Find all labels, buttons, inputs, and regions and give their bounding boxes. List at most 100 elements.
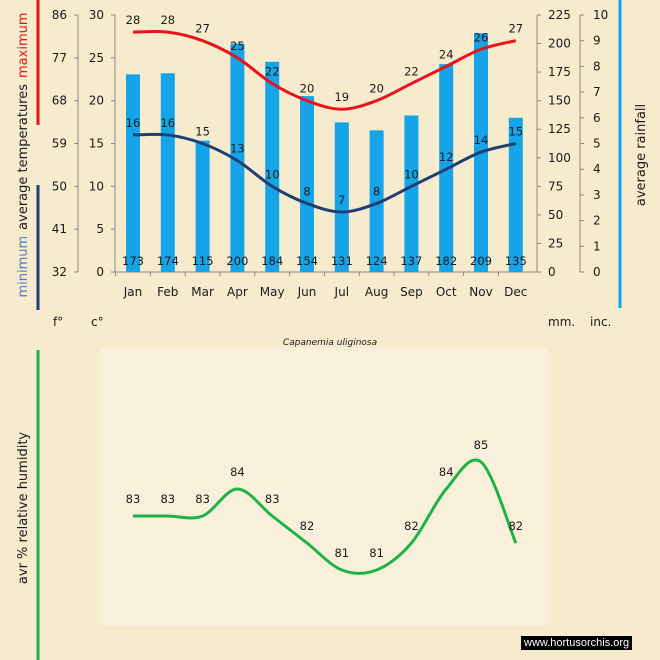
minimum-data-label: 10 — [404, 167, 419, 181]
maximum-data-label: 26 — [474, 30, 489, 44]
rainfall-data-label: 182 — [435, 254, 457, 268]
rainfall-bar — [265, 61, 280, 272]
rainfall-data-label: 154 — [296, 254, 318, 268]
mm-tick-label: 75 — [548, 179, 563, 193]
humidity-data-label: 81 — [334, 546, 349, 560]
rainfall-bar — [369, 130, 384, 272]
rainfall-bar — [508, 117, 523, 272]
mm-tick-label: 50 — [548, 208, 563, 222]
maximum-data-label: 22 — [265, 65, 280, 79]
maximum-data-label: 27 — [195, 22, 210, 36]
rainfall-data-label: 209 — [470, 254, 492, 268]
month-label: Jan — [123, 285, 143, 299]
maximum-data-label: 20 — [300, 82, 315, 96]
watermark: www.hortusorchis.org — [521, 636, 633, 650]
humidity-plot: 83 83 83 84 83 82 81 81 82 84 85 82 — [126, 438, 523, 575]
average-temperatures-label: average temperatures — [16, 84, 31, 230]
celsius-tick-label: 5 — [96, 222, 104, 236]
humidity-data-label: 84 — [230, 465, 245, 479]
humidity-data-label: 83 — [160, 492, 175, 506]
minimum-data-label: 7 — [338, 193, 345, 207]
fahrenheit-tick-label: 41 — [52, 222, 67, 236]
humidity-data-label: 85 — [474, 438, 489, 452]
minimum-data-label: 12 — [439, 150, 454, 164]
month-label: Mar — [191, 285, 214, 299]
mm-tick-label: 175 — [548, 65, 571, 79]
fahrenheit-tick-label: 59 — [52, 137, 67, 151]
inches-tick-label: 5 — [593, 137, 601, 151]
month-label: Jul — [334, 285, 349, 299]
rainfall-bar — [404, 115, 419, 272]
rainfall-data-label: 131 — [331, 254, 353, 268]
inches-tick-label: 6 — [593, 111, 601, 125]
minimum-data-label: 16 — [126, 116, 141, 130]
humidity-data-label: 84 — [439, 465, 454, 479]
rain-axis-title: average rainfall — [634, 104, 649, 206]
inches-tick-label: 4 — [593, 162, 601, 176]
mm-tick-label: 0 — [548, 265, 556, 279]
maximum-data-label: 27 — [508, 22, 523, 36]
celsius-unit: c° — [91, 315, 104, 329]
month-label: Jun — [297, 285, 317, 299]
rainfall-data-label: 135 — [505, 254, 527, 268]
fahrenheit-tick-label: 86 — [52, 8, 67, 22]
temp-axis-title: minimum average temperatures maximum — [16, 12, 31, 297]
celsius-tick-label: 20 — [89, 94, 104, 108]
celsius-tick-label: 10 — [89, 179, 104, 193]
humidity-data-label: 82 — [404, 519, 419, 533]
month-label: Oct — [436, 285, 457, 299]
maximum-data-label: 24 — [439, 47, 454, 61]
fahrenheit-tick-label: 77 — [52, 51, 67, 65]
inches-unit: inc. — [590, 315, 611, 329]
month-label: Nov — [469, 285, 492, 299]
humidity-data-label: 82 — [300, 519, 315, 533]
minimum-label: minimum — [16, 236, 31, 298]
maximum-data-label: 22 — [404, 65, 419, 79]
rainfall-bar — [230, 43, 245, 272]
mm-tick-label: 100 — [548, 151, 571, 165]
maximum-data-label: 28 — [160, 13, 175, 27]
fahrenheit-tick-label: 32 — [52, 265, 67, 279]
species-caption: Capanemia uliginosa — [283, 338, 377, 348]
month-label: Feb — [157, 285, 178, 299]
rainfall-data-label: 173 — [122, 254, 144, 268]
rainfall-bar — [334, 122, 349, 272]
month-label: Apr — [227, 285, 248, 299]
humidity-line — [132, 458, 518, 575]
inches-tick-label: 2 — [593, 214, 601, 228]
fahrenheit-tick-label: 68 — [52, 94, 67, 108]
rainfall-bar — [160, 73, 175, 273]
rainfall-bar — [195, 140, 210, 272]
mm-tick-label: 150 — [548, 94, 571, 108]
month-label: Aug — [365, 285, 388, 299]
humidity-panel — [100, 348, 548, 626]
inches-tick-label: 3 — [593, 188, 601, 202]
rainfall-data-label: 115 — [192, 254, 214, 268]
mm-tick-label: 200 — [548, 37, 571, 51]
minimum-data-label: 16 — [160, 116, 175, 130]
fahrenheit-tick-label: 50 — [52, 179, 67, 193]
humidity-data-label: 82 — [508, 519, 523, 533]
maximum-data-label: 19 — [334, 90, 349, 104]
rainfall-bar — [126, 74, 140, 272]
celsius-tick-label: 25 — [89, 51, 104, 65]
mm-unit: mm. — [548, 315, 575, 329]
rainfall-data-label: 184 — [261, 254, 283, 268]
celsius-tick-label: 15 — [89, 137, 104, 151]
inches-tick-label: 9 — [593, 34, 601, 48]
inches-tick-label: 0 — [593, 265, 601, 279]
celsius-tick-label: 30 — [89, 8, 104, 22]
inches-tick-label: 7 — [593, 85, 601, 99]
month-label: Sep — [400, 285, 423, 299]
mm-tick-label: 25 — [548, 236, 563, 250]
minimum-data-label: 10 — [265, 167, 280, 181]
rainfall-data-label: 174 — [157, 254, 179, 268]
humidity-data-label: 83 — [265, 492, 280, 506]
minimum-data-label: 8 — [303, 184, 310, 198]
climate-plot: 3241505968778605101520253002550751001251… — [52, 8, 609, 299]
maximum-data-label: 20 — [369, 82, 384, 96]
minimum-data-label: 15 — [195, 125, 210, 139]
minimum-data-label: 8 — [373, 184, 380, 198]
